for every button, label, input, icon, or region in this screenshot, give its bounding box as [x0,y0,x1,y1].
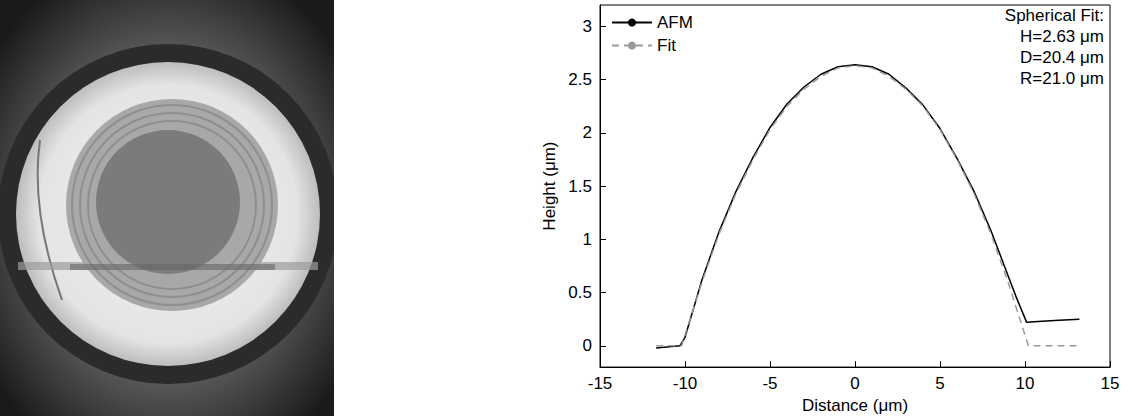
svg-text:Height (μm): Height (μm) [540,141,559,230]
svg-text:15: 15 [1101,374,1120,393]
svg-text:1.5: 1.5 [568,177,592,196]
svg-text:10: 10 [1016,374,1035,393]
svg-text:-5: -5 [762,374,777,393]
svg-text:R=21.0 μm: R=21.0 μm [1020,69,1104,88]
svg-text:2: 2 [583,123,592,142]
svg-text:0.5: 0.5 [568,283,592,302]
svg-text:D=20.4 μm: D=20.4 μm [1020,48,1104,67]
svg-text:0: 0 [850,374,859,393]
svg-text:-15: -15 [588,374,613,393]
svg-text:-10: -10 [673,374,698,393]
svg-text:3: 3 [583,17,592,36]
svg-text:AFM: AFM [657,13,693,32]
svg-text:H=2.63 μm: H=2.63 μm [1020,27,1104,46]
svg-text:0: 0 [583,336,592,355]
svg-text:5: 5 [935,374,944,393]
svg-text:Spherical Fit:: Spherical Fit: [1005,6,1104,25]
svg-text:2.5: 2.5 [568,70,592,89]
svg-text:1: 1 [583,230,592,249]
svg-text:Fit: Fit [657,36,676,55]
svg-text:Distance (μm): Distance (μm) [802,396,908,415]
